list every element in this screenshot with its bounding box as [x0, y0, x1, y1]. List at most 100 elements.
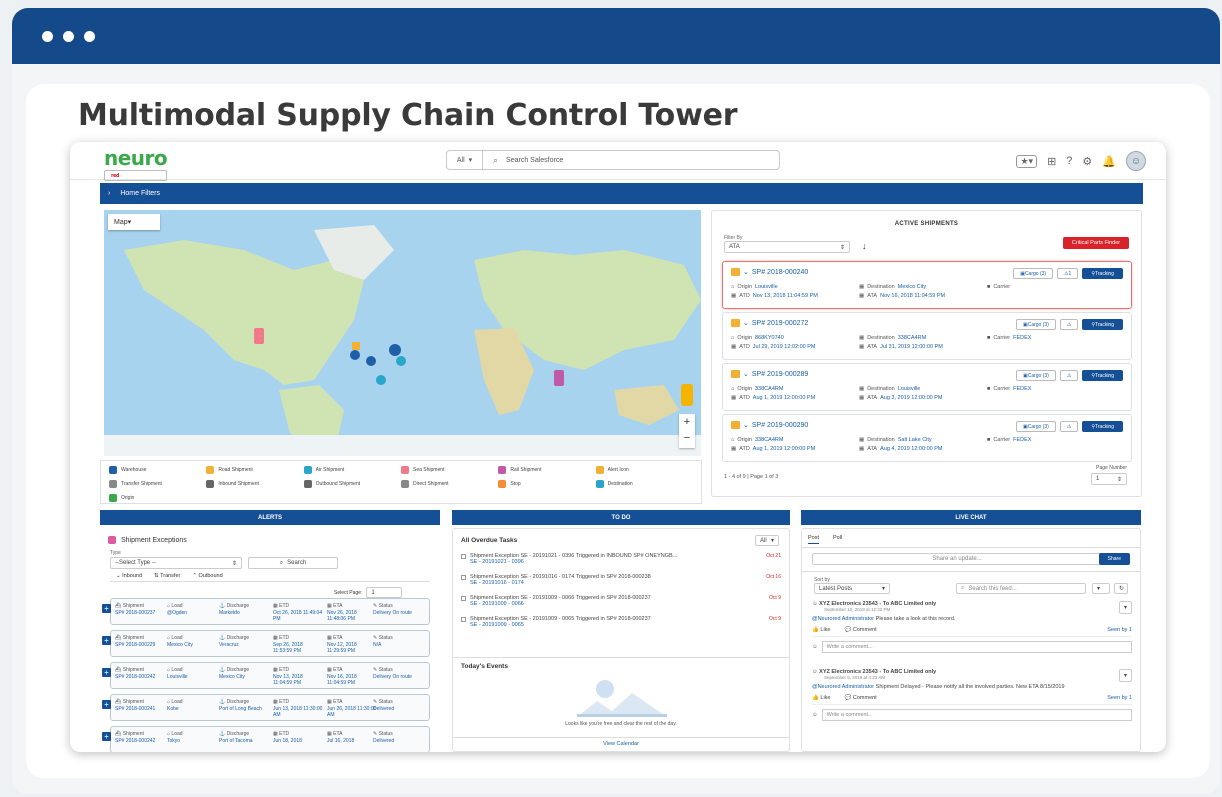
cargo-button[interactable]: ▣ Cargo (3) [1015, 370, 1056, 381]
atd-value[interactable]: Aug 1, 2019 12:00:00 PM [752, 395, 816, 401]
carrier-value[interactable]: FEDEX [1013, 437, 1032, 443]
view-calendar-link[interactable]: View Calendar [453, 737, 789, 747]
post-menu-icon[interactable]: ▾ [1118, 601, 1132, 614]
sort-by-select[interactable]: Latest Posts ▾ [814, 583, 890, 594]
expand-row-button[interactable]: + [102, 732, 111, 741]
home-filters-bar[interactable]: › Home Filters [100, 183, 1143, 204]
atd-value[interactable]: Nov 13, 2018 11:04:59 PM [752, 293, 818, 299]
page-number-select[interactable]: 1 ⇕ [1091, 473, 1127, 485]
dest-value[interactable]: Salt Lake City [897, 437, 932, 443]
post-mention[interactable]: @Neurored Administrator [812, 684, 875, 690]
rail-shipment-marker-icon[interactable] [554, 370, 564, 386]
expand-row-button[interactable]: + [102, 636, 111, 645]
cargo-button[interactable]: ▣ Cargo (3) [1015, 319, 1056, 330]
task-item[interactable]: Shipment Exception SE - 20191009 - 0066 … [461, 595, 781, 607]
post-author[interactable]: ☺ XYZ Electronics 23543 - To ABC Limited… [812, 669, 1132, 675]
expand-row-button[interactable]: + [102, 604, 111, 613]
seen-by[interactable]: Seen by 1 [1107, 627, 1132, 633]
select-page-input[interactable]: 1 [366, 587, 403, 598]
search-scope-select[interactable]: All ▾ [447, 151, 483, 169]
window-dot-icon[interactable] [84, 30, 95, 42]
task-item[interactable]: Shipment Exception SE - 20191009 - 0065 … [461, 616, 781, 628]
origin-value[interactable]: Louisville [755, 284, 778, 290]
cargo-button[interactable]: ▣ Cargo (3) [1013, 268, 1054, 279]
dest-value[interactable]: Mexico City [897, 284, 927, 290]
task-link[interactable]: SE - 20191009 - 0065 [470, 622, 524, 628]
shipment-id[interactable]: ⌄ SP# 2019-000289 [731, 370, 1123, 378]
map-type-label[interactable]: Map▾ [108, 214, 160, 230]
warehouse-marker-icon[interactable] [389, 344, 401, 356]
sort-down-arrow-icon[interactable]: ↓ [862, 241, 867, 251]
shipment-id[interactable]: ⌄ SP# 2019-000272 [731, 319, 1123, 327]
shipment-map[interactable]: Map▾ + − [104, 210, 701, 456]
shipment-card[interactable]: ⌄ SP# 2019-000289 ▣ Cargo (3) ⚠ ⚲ Tracking ⌂… [722, 363, 1132, 411]
expand-row-button[interactable]: + [102, 700, 111, 709]
street-view-pegman-icon[interactable] [681, 384, 693, 406]
filter-by-select[interactable]: ATA ⇕ [724, 241, 850, 253]
exception-row[interactable]: + ⛴ Shipment SP# 2018-000237 ⌂ Load @Ogden ⚓ … [102, 598, 430, 625]
air-shipment-marker-icon[interactable] [376, 375, 386, 385]
task-text[interactable]: Shipment Exception SE - 20191016 - 0174 … [470, 574, 651, 580]
shipment-id[interactable]: ⌄ SP# 2019-000290 [731, 421, 1123, 429]
shipment-card[interactable]: ⌄ SP# 2019-000272 ▣ Cargo (3) ⚠ ⚲ Tracking ⌂… [722, 312, 1132, 360]
warehouse-marker-icon[interactable] [350, 350, 360, 360]
warehouse-marker-icon[interactable] [366, 356, 376, 366]
share-update-input[interactable]: Share an update... [812, 553, 1102, 565]
sea-shipment-marker-icon[interactable] [254, 328, 264, 344]
refresh-icon[interactable]: ↻ [1114, 583, 1128, 594]
ata-value[interactable]: Jul 31, 2019 12:00:00 PM [880, 344, 943, 350]
origin-value[interactable]: 338CA4RM [755, 437, 784, 443]
task-link[interactable]: SE - 20191021 - 0396 [470, 559, 524, 565]
task-link[interactable]: SE - 20191016 - 0174 [470, 580, 524, 586]
cargo-button[interactable]: ▣ Cargo (3) [1015, 421, 1056, 432]
add-icon[interactable]: ⊞ [1047, 155, 1057, 168]
shipment-card[interactable]: ⌄ SP# 2018-000240 ▣ Cargo (3) ⚠ 1 ⚲ Tracking… [722, 261, 1132, 309]
help-icon[interactable]: ? [1066, 155, 1073, 167]
search-input[interactable]: Search Salesforce [506, 156, 564, 164]
ata-value[interactable]: Aug 3, 2019 12:00:00 PM [880, 395, 943, 401]
task-text[interactable]: Shipment Exception SE - 20191009 - 0065 … [470, 616, 651, 622]
comment-button[interactable]: 💬 Comment [844, 695, 876, 701]
warehouse-marker-icon[interactable] [396, 356, 406, 366]
post-menu-icon[interactable]: ▾ [1118, 669, 1132, 682]
task-checkbox[interactable] [461, 575, 466, 580]
tracking-button[interactable]: ⚲ Tracking [1082, 370, 1123, 381]
share-button[interactable]: Share [1098, 553, 1130, 565]
shipment-id[interactable]: ⌄ SP# 2018-000240 [731, 268, 1123, 276]
task-item[interactable]: Shipment Exception SE - 20191021 - 0396 … [461, 553, 781, 565]
task-item[interactable]: Shipment Exception SE - 20191016 - 0174 … [461, 574, 781, 586]
post-mention[interactable]: @Neurored Administrator [812, 616, 875, 622]
task-checkbox[interactable] [461, 554, 466, 559]
comment-input[interactable]: Write a comment... [821, 641, 1132, 653]
feed-search-input[interactable]: ⌕ Search this feed... [956, 583, 1086, 594]
app-logo[interactable]: neuro red [104, 146, 168, 181]
exceptions-search-button[interactable]: ⌕ Search [248, 557, 338, 569]
comment-button[interactable]: 💬 Comment [844, 627, 876, 633]
exception-row[interactable]: + ⛴ Shipment SP# 2018-000242 ⌂ Load Louisvil… [102, 662, 430, 689]
window-dot-icon[interactable] [63, 30, 74, 42]
atd-value[interactable]: Jul 29, 2019 12:02:00 PM [752, 344, 816, 350]
tasks-filter-select[interactable]: All ▾ [755, 535, 779, 546]
task-checkbox[interactable] [461, 596, 466, 601]
zoom-out-button[interactable]: − [683, 432, 691, 444]
alert-button[interactable]: ⚠ [1059, 370, 1079, 381]
tab-post[interactable]: Post [808, 535, 820, 544]
critical-parts-finder-button[interactable]: Critical Parts Finder [1063, 237, 1129, 249]
task-checkbox[interactable] [461, 617, 466, 622]
atd-value[interactable]: Aug 1, 2019 12:00:00 PM [752, 446, 816, 452]
type-select[interactable]: --Select Type -- ⇕ [110, 557, 242, 569]
bell-icon[interactable]: 🔔 [1102, 155, 1116, 168]
gear-icon[interactable]: ⚙ [1082, 155, 1093, 168]
task-text[interactable]: Shipment Exception SE - 20191021 - 0396 … [470, 553, 678, 559]
tab-outbound[interactable]: ⌃ Outbound [192, 573, 223, 579]
tab-transfer[interactable]: ⇅ Transfer [154, 573, 181, 579]
filter-icon[interactable]: ▾ [1092, 583, 1110, 594]
alert-button[interactable]: ⚠ 1 [1057, 268, 1079, 279]
task-link[interactable]: SE - 20191009 - 0066 [470, 601, 524, 607]
tracking-button[interactable]: ⚲ Tracking [1082, 421, 1123, 432]
task-text[interactable]: Shipment Exception SE - 20191009 - 0066 … [470, 595, 651, 601]
ata-value[interactable]: Nov 16, 2018 11:04:59 PM [880, 293, 946, 299]
avatar[interactable]: ☺ [1126, 151, 1146, 171]
global-search[interactable]: All ▾ ⌕ Search Salesforce [446, 150, 780, 170]
window-dot-icon[interactable] [42, 30, 53, 42]
